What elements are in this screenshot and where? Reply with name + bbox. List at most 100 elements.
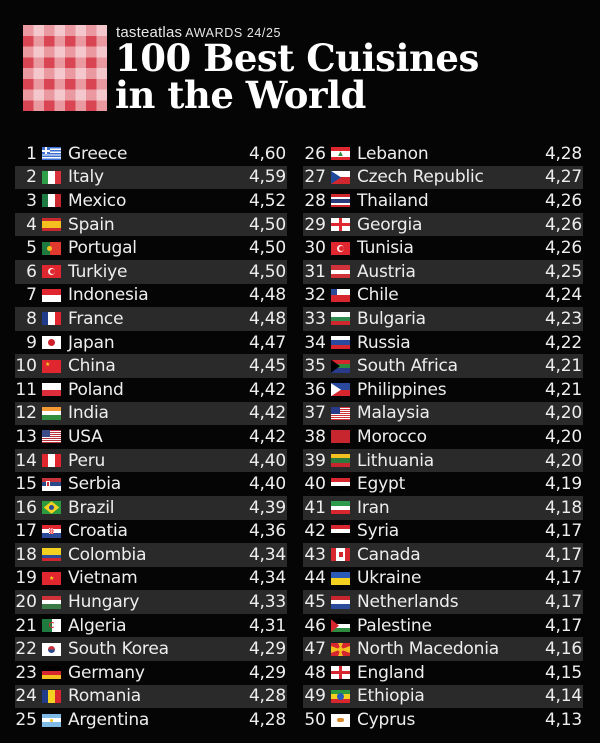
table-row: 41 Iran 4,18 [303,495,583,520]
country-name: Syria [357,521,399,542]
flag-lithuania-icon [331,454,350,467]
table-row: 6 Turkiye 4,50 [15,259,287,284]
flag-colombia-icon [42,548,61,562]
rating-value: 4,40 [248,450,286,471]
rank-number: 24 [15,686,37,707]
rating-value: 4,15 [544,662,582,683]
table-row: 4 Spain 4,50 [15,212,287,237]
flag-north-macedonia-icon [331,642,350,656]
rating-value: 4,36 [248,521,286,542]
rating-value: 4,24 [544,285,582,306]
flag-ethiopia-icon [331,689,350,703]
title-line-1: 100 Best Cuisines [115,36,479,80]
rank-number: 49 [304,686,326,707]
flag-chile-icon [331,288,350,302]
rank-number: 18 [15,544,37,565]
rating-value: 4,26 [544,214,582,235]
ranking-column-left: 1 Greece 4,60 2 Italy 4,59 3 Mexico 4,52 4 Spain 4,… [15,142,287,732]
rating-value: 4,29 [248,662,286,683]
rating-value: 4,21 [544,379,582,400]
table-row: 42 Syria 4,17 [303,520,583,544]
rank-number: 40 [304,474,326,495]
rank-number: 43 [304,544,326,565]
rank-number: 9 [26,332,37,353]
rating-value: 4,48 [248,285,286,306]
rating-value: 4,39 [248,497,286,518]
table-row: 12 India 4,42 [15,401,287,426]
country-name: Bulgaria [357,308,426,329]
page-title: 100 Best Cuisines in the World [115,40,479,114]
rank-number: 22 [15,639,37,660]
rank-number: 23 [15,662,37,683]
rating-value: 4,33 [248,592,286,613]
table-row: 48 England 4,15 [303,661,583,685]
brand-line: tasteatlas AWARDS 24/25 [116,24,281,41]
table-row: 27 Czech Republic 4,27 [303,165,583,190]
brand-name: tasteatlas [116,24,183,41]
rank-number: 12 [15,403,37,424]
flag-czech-republic-icon [331,170,350,184]
flag-japan-icon [42,336,61,350]
rank-number: 17 [15,521,37,542]
table-row: 36 Philippines 4,21 [303,378,583,402]
flag-tunisia-icon [331,241,350,255]
country-name: Morocco [357,426,427,447]
flag-thailand-icon [331,194,350,208]
table-row: 9 Japan 4,47 [15,331,287,355]
country-name: Hungary [68,592,140,613]
rating-value: 4,20 [544,426,582,447]
country-name: China [68,356,116,377]
rating-value: 4,28 [248,710,286,731]
rating-value: 4,40 [248,474,286,495]
rating-value: 4,48 [248,308,286,329]
flag-china-icon: ★ [42,359,61,373]
rank-number: 16 [15,497,37,518]
country-name: Austria [357,261,416,282]
flag-georgia-icon [331,218,350,232]
rating-value: 4,26 [544,190,582,211]
country-name: Malaysia [357,403,430,424]
country-name: Lithuania [357,450,434,471]
country-name: Thailand [357,190,429,211]
rank-number: 14 [15,450,37,471]
country-name: South Africa [357,356,458,377]
table-row: 18 Colombia 4,34 [15,543,287,567]
country-name: Algeria [68,615,127,636]
flag-ukraine-icon [331,571,350,585]
rank-number: 21 [15,615,37,636]
table-row: 46 Palestine 4,17 [303,614,583,638]
flag-croatia-icon [42,524,61,538]
table-row: 40 Egypt 4,19 [303,472,583,496]
flag-hungary-icon [42,595,61,609]
table-row: 44 Ukraine 4,17 [303,567,583,591]
country-name: Italy [68,167,104,188]
rating-value: 4,60 [248,143,286,164]
flag-poland-icon [42,383,61,397]
country-name: Vietnam [68,568,138,589]
table-row: 31 Austria 4,25 [303,259,583,284]
rank-number: 10 [15,356,37,377]
table-row: 50 Cyprus 4,13 [303,708,583,732]
rank-number: 1 [26,143,37,164]
rating-value: 4,28 [248,686,286,707]
rating-value: 4,17 [544,592,582,613]
table-row: 16 Brazil 4,39 [15,495,287,520]
flag-russia-icon [331,336,350,350]
country-name: Peru [68,450,106,471]
rank-number: 8 [26,308,37,329]
header: tasteatlas AWARDS 24/25 100 Best Cuisines… [0,0,600,130]
table-row: 11 Poland 4,42 [15,378,287,402]
rank-number: 3 [26,190,37,211]
flag-indonesia-icon [42,288,61,302]
country-name: Ukraine [357,568,422,589]
rank-number: 4 [26,214,37,235]
rank-number: 6 [26,261,37,282]
gingham-logo-icon [23,25,107,111]
rating-value: 4,34 [248,568,286,589]
table-row: 38 Morocco 4,20 [303,425,583,449]
country-name: Palestine [357,615,432,636]
rank-number: 47 [304,639,326,660]
table-row: 43 Canada 4,17 [303,543,583,567]
table-row: 22 South Korea 4,29 [15,637,287,662]
country-name: Philippines [357,379,447,400]
